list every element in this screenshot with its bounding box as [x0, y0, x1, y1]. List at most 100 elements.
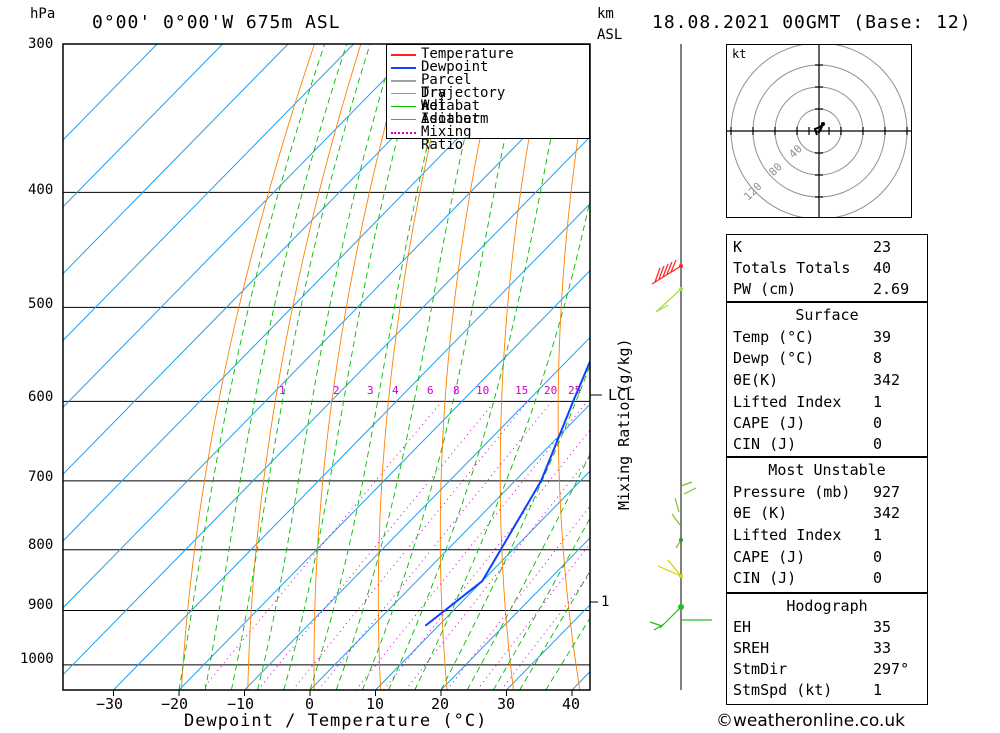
dry-adiabat-line: [964, 44, 1000, 690]
wet-adiabat-line: [309, 44, 454, 690]
temp-tick: −10: [227, 695, 255, 713]
mixing-ratio-line: [355, 401, 588, 690]
dry-adiabat-line: [180, 44, 315, 690]
dry-adiabat-line: [499, 44, 547, 690]
datetime-label: 18.08.2021 00GMT (Base: 12): [652, 12, 972, 33]
indices-panel: K 23 Totals Totals 40 PW (cm) 2.69: [726, 234, 928, 302]
pressure-tick: 600: [28, 389, 54, 405]
dry-adiabat-line: [377, 44, 455, 690]
location-label: 0°00' 0°00'W 675m ASL: [92, 12, 341, 33]
temp-tick: 20: [431, 695, 450, 713]
index-row: K 23: [733, 238, 892, 256]
lcl-label: LCL: [608, 386, 636, 404]
wet-adiabat-line: [257, 44, 396, 690]
wet-adiabat-line: [283, 44, 423, 690]
surface-row: θE(K) 342: [733, 371, 901, 389]
asl-unit-label: ASL: [597, 27, 623, 43]
wet-adiabat-line: [440, 364, 590, 690]
surface-row: Temp (°C) 39: [733, 328, 892, 346]
wet-adiabat-line: [493, 517, 590, 690]
isotherm-line: [440, 537, 590, 690]
most-unstable-row: CIN (J) 0: [733, 569, 883, 587]
hodograph-stats-title: Hodograph: [786, 597, 868, 615]
mixing-ratio-label: 2: [333, 384, 340, 397]
isotherm-line: [63, 44, 223, 208]
surface-row: Lifted Index 1: [733, 393, 883, 411]
most-unstable-row: θE (K) 342: [733, 504, 901, 522]
dry-adiabat-line: [557, 58, 590, 690]
isotherm-line: [63, 69, 590, 609]
mixing-ratio-line: [383, 429, 590, 690]
wet-adiabat-line: [466, 453, 590, 690]
wet-adiabat-line: [335, 44, 488, 690]
isotherm-line: [113, 203, 590, 690]
mixing-ratio-label: 1: [279, 384, 286, 397]
mixing-ratio-line: [257, 401, 496, 690]
wet-adiabat-line: [414, 198, 590, 690]
dewpoint-line: [424, 358, 590, 627]
x-axis-label: Dewpoint / Temperature (°C): [184, 711, 488, 731]
pressure-tick: 800: [28, 537, 54, 553]
wet-adiabat-line: [388, 44, 571, 690]
chart-legend: Temperature Dewpoint Parcel Trajectory D…: [386, 44, 590, 152]
isotherm-line: [63, 44, 551, 542]
surface-row: Dewp (°C) 8: [733, 349, 883, 367]
mixing-ratio-line: [405, 455, 590, 690]
temp-tick: 10: [366, 695, 385, 713]
temp-tick: 0: [305, 695, 315, 713]
mixing-ratio-label: 3: [367, 384, 374, 397]
most-unstable-row: Pressure (mb) 927: [733, 483, 901, 501]
temp-tick: −20: [161, 695, 189, 713]
hodograph-stats-row: StmSpd (kt) 1: [733, 681, 883, 699]
wet-adiabat-line: [178, 44, 326, 690]
most-unstable-title: Most Unstable: [768, 461, 886, 479]
pressure-tick: 1000: [20, 651, 54, 667]
isotherm-line: [63, 44, 158, 141]
pressure-tick: 700: [28, 469, 54, 485]
index-row: Totals Totals 40: [733, 259, 892, 277]
wind-barbs: [649, 259, 712, 631]
hodograph-stats-row: EH 35: [733, 618, 892, 636]
dry-adiabat-line: [669, 44, 713, 690]
mixing-ratio-label: 8: [453, 384, 460, 397]
hodograph-unit: kt: [732, 47, 747, 61]
dry-adiabat-line: [918, 44, 1000, 690]
mixing-ratio-line: [500, 573, 590, 690]
km-unit-label: km: [597, 6, 614, 22]
mixing-ratio-label: 10: [476, 384, 490, 397]
hpa-unit-label: hPa: [30, 6, 56, 22]
most-unstable-row: CAPE (J) 0: [733, 548, 883, 566]
mixing-ratio-label: 20: [544, 384, 558, 397]
hodograph-panel: kt 40 80 120: [726, 44, 912, 218]
mixing-ratio-line: [292, 401, 529, 690]
mixing-ratio-line: [476, 542, 590, 690]
isotherm-line: [63, 44, 485, 475]
isotherm-line: [309, 403, 590, 690]
isotherm-line: [244, 336, 590, 690]
pressure-tick: 300: [28, 36, 54, 52]
surface-row: CIN (J) 0: [733, 435, 883, 453]
surface-title: Surface: [795, 306, 859, 324]
temp-tick: −30: [96, 695, 124, 713]
dry-adiabat-line: [313, 44, 408, 690]
wet-adiabat-line: [361, 44, 526, 690]
km-tick-label: 1: [601, 594, 610, 610]
isotherm-line: [178, 269, 590, 690]
mixing-ratio-label: 6: [427, 384, 434, 397]
index-row: PW (cm) 2.69: [733, 280, 910, 298]
copyright-link[interactable]: ©weatheronline.co.uk: [716, 711, 906, 731]
dry-adiabat-line: [247, 44, 362, 690]
wet-adiabat-line: [230, 44, 371, 690]
isotherm-line: [63, 44, 354, 342]
mixing-ratio-label: 25: [568, 384, 582, 397]
plot-frame: [62, 43, 591, 691]
mixing-ratio-label: 15: [515, 384, 529, 397]
hodograph-stats-row: StmDir 297°: [733, 660, 910, 678]
isotherm-line: [63, 44, 420, 409]
temp-tick: 40: [562, 695, 581, 713]
most-unstable-panel: Most Unstable Pressure (mb) 927 θE (K) 342…: [726, 457, 928, 593]
mixing-ratio-label: 4: [392, 384, 399, 397]
most-unstable-row: Lifted Index 1: [733, 526, 883, 544]
mixing-ratio-axis-label: Mixing Ratio (g/kg): [615, 338, 633, 510]
